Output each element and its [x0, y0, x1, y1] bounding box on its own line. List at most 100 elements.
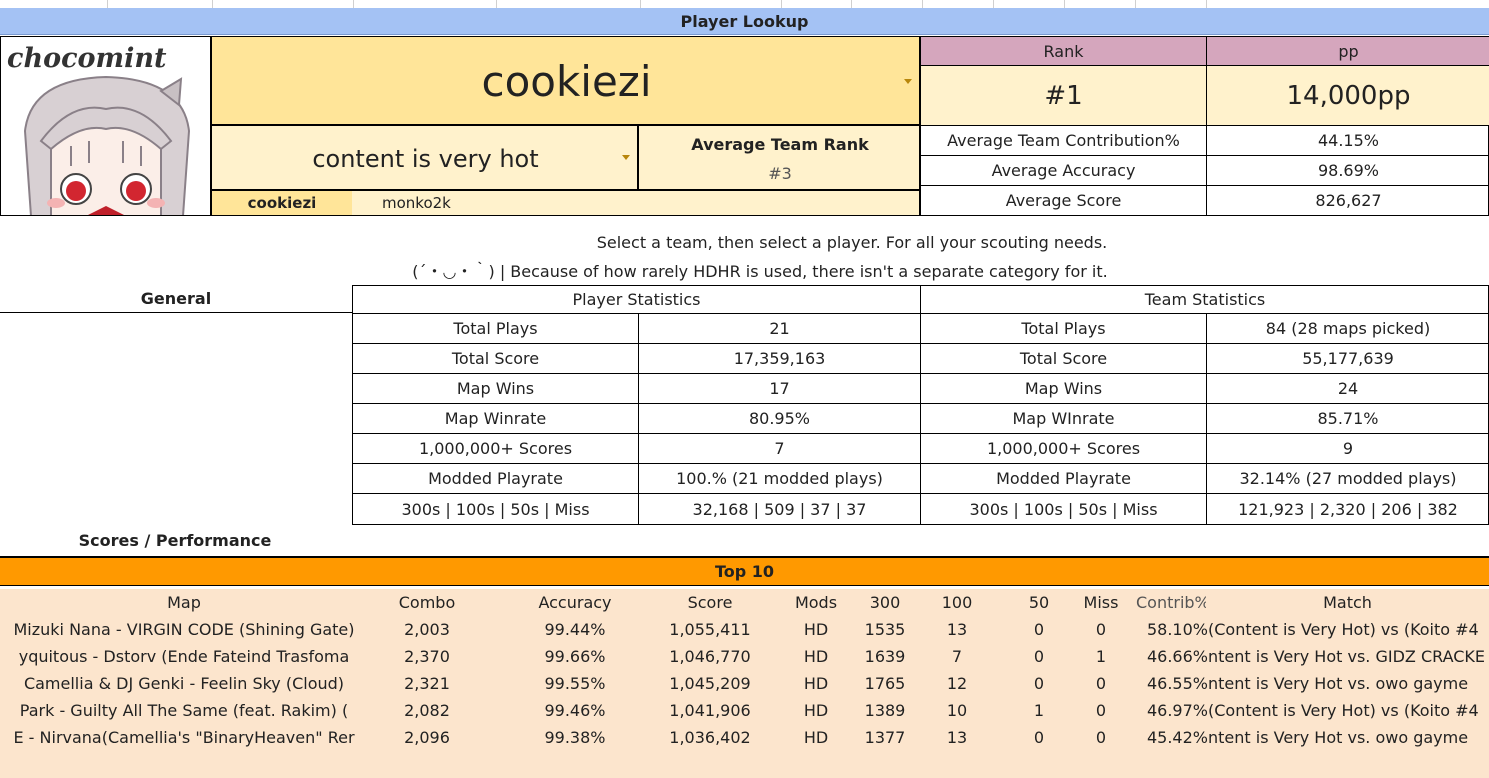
combo-cell: 2,321 — [404, 674, 450, 693]
combo-cell — [368, 751, 486, 778]
count-100-cell: 7 — [951, 647, 963, 666]
count-100-cell: 10 — [946, 701, 968, 720]
count-50-cell — [1004, 751, 1074, 778]
top10-row: Park - Guilty All The Same (feat. Rakim)… — [0, 697, 1489, 724]
map-cell: Mizuki Nana - VIRGIN CODE (Shining Gate) — [13, 620, 355, 639]
count-100-cell: 13 — [946, 728, 968, 747]
mods-cell: HD — [803, 701, 829, 720]
count-50-cell: 0 — [1033, 674, 1045, 693]
general-stats-table: Player Statistics Team Statistics Total … — [352, 285, 1489, 525]
score-cell — [640, 751, 780, 778]
avg-team-rank-label: Average Team Rank — [691, 134, 869, 154]
mods-cell — [782, 751, 850, 778]
count-50-cell: 0 — [1033, 620, 1045, 639]
mods-cell: HD — [803, 647, 829, 666]
player-stat-value: 80.95% — [639, 404, 921, 433]
player-stat-label: Total Score — [353, 344, 639, 373]
stats-row: Map Wins 17 Map Wins 24 — [353, 374, 1489, 404]
team-stat-value: 9 — [1342, 439, 1354, 458]
column-header: 50 — [1028, 593, 1050, 612]
team-dropdown[interactable]: content is very hot — [211, 125, 638, 190]
stats-row: Modded Playrate 100.% (21 modded plays) … — [353, 464, 1489, 494]
contrib-cell: 46.66% — [1146, 647, 1208, 666]
miss-cell: 0 — [1095, 674, 1107, 693]
player-stat-value: 7 — [639, 434, 921, 463]
column-header: Score — [687, 593, 733, 612]
player-stat-value: 17 — [639, 374, 921, 403]
stats-row: 1,000,000+ Scores 7 1,000,000+ Scores 9 — [353, 434, 1489, 464]
match-cell: ntent is Very Hot vs. owo gayme — [1208, 674, 1469, 693]
match-cell: ntent is Very Hot vs. GIDZ CRACKE — [1208, 647, 1486, 666]
metric-value: 44.15% — [1207, 126, 1489, 156]
map-cell — [0, 751, 368, 778]
miss-cell: 1 — [1095, 647, 1107, 666]
player-stat-label: Modded Playrate — [353, 464, 639, 493]
combo-cell: 2,082 — [404, 701, 450, 720]
count-50-cell: 0 — [1033, 728, 1045, 747]
count-100-cell: 12 — [946, 674, 968, 693]
general-underline — [0, 312, 352, 313]
team-stat-label: Total Plays — [921, 314, 1207, 343]
metric-label: Average Team Contribution% — [921, 126, 1207, 156]
miss-cell — [1066, 751, 1136, 778]
count-300-cell: 1377 — [864, 728, 906, 747]
miss-cell: 0 — [1095, 701, 1107, 720]
contrib-cell — [1136, 751, 1208, 778]
column-rule — [107, 0, 108, 8]
mods-cell: HD — [803, 728, 829, 747]
player-stats-header: Player Statistics — [353, 286, 921, 314]
column-header: Mods — [794, 593, 838, 612]
miss-cell: 0 — [1095, 728, 1107, 747]
team-member-selected[interactable]: cookiezi — [212, 191, 352, 215]
map-cell: E - Nirvana(Camellia's "BinaryHeaven" Re… — [13, 728, 355, 747]
player-stat-value: 21 — [639, 314, 921, 343]
team-stat-label: 300s | 100s | 50s | Miss — [921, 494, 1207, 524]
column-rule — [1135, 0, 1136, 8]
metric-label: Average Accuracy — [921, 156, 1207, 186]
count-300-cell: 1639 — [864, 647, 906, 666]
map-cell: Park - Guilty All The Same (feat. Rakim)… — [19, 701, 349, 720]
player-stat-label: Map Winrate — [353, 404, 639, 433]
chevron-down-icon — [904, 79, 912, 84]
contrib-cell: 46.97% — [1146, 701, 1208, 720]
contrib-cell: 46.55% — [1146, 674, 1208, 693]
count-50-cell: 0 — [1033, 647, 1045, 666]
contrib-cell: 45.42% — [1146, 728, 1208, 747]
metric-label: Average Score — [921, 186, 1207, 215]
contrib-cell: 58.10% — [1146, 620, 1208, 639]
column-rule — [851, 0, 852, 8]
score-cell: 1,055,411 — [669, 620, 751, 639]
team-member[interactable]: monko2k — [382, 194, 451, 212]
mods-cell: HD — [803, 674, 829, 693]
stats-row: 300s | 100s | 50s | Miss 32,168 | 509 | … — [353, 494, 1489, 524]
avg-team-rank-value: #3 — [768, 163, 792, 183]
player-stat-label: Total Plays — [353, 314, 639, 343]
count-300-cell: 1389 — [864, 701, 906, 720]
combo-cell: 2,096 — [404, 728, 450, 747]
count-300-cell: 1535 — [864, 620, 906, 639]
column-header: 300 — [869, 593, 901, 612]
stats-row: Map Winrate 80.95% Map WInrate 85.71% — [353, 404, 1489, 434]
count-100-cell: 13 — [946, 620, 968, 639]
avg-team-rank-box: Average Team Rank #3 — [638, 125, 920, 190]
column-header: Accuracy — [538, 593, 612, 612]
player-dropdown[interactable]: cookiezi — [211, 36, 920, 125]
stats-row: Total Score 17,359,163 Total Score 55,17… — [353, 344, 1489, 374]
column-header: Map — [167, 593, 201, 612]
page-title: Player Lookup — [0, 8, 1489, 35]
top10-row — [0, 751, 1489, 778]
top10-row: yquitous - Dstorv (Ende Fateind Trasfoma… — [0, 643, 1489, 670]
team-stat-label: Map Wins — [921, 374, 1207, 403]
team-members-row: cookiezi monko2k — [211, 190, 920, 216]
chevron-down-icon — [622, 155, 630, 160]
accuracy-cell: 99.38% — [544, 728, 606, 747]
count-300-cell: 1765 — [864, 674, 906, 693]
metric-value: 826,627 — [1315, 191, 1382, 210]
player-stat-value: 32,168 | 509 | 37 | 37 — [639, 494, 921, 524]
combo-cell: 2,370 — [404, 647, 450, 666]
team-stat-label: 1,000,000+ Scores — [921, 434, 1207, 463]
player-stat-value: 17,359,163 — [639, 344, 921, 373]
team-dropdown-value: content is very hot — [312, 144, 539, 173]
column-rule — [496, 0, 497, 8]
match-cell: (Content is Very Hot) vs (Koito #4 — [1208, 701, 1479, 720]
